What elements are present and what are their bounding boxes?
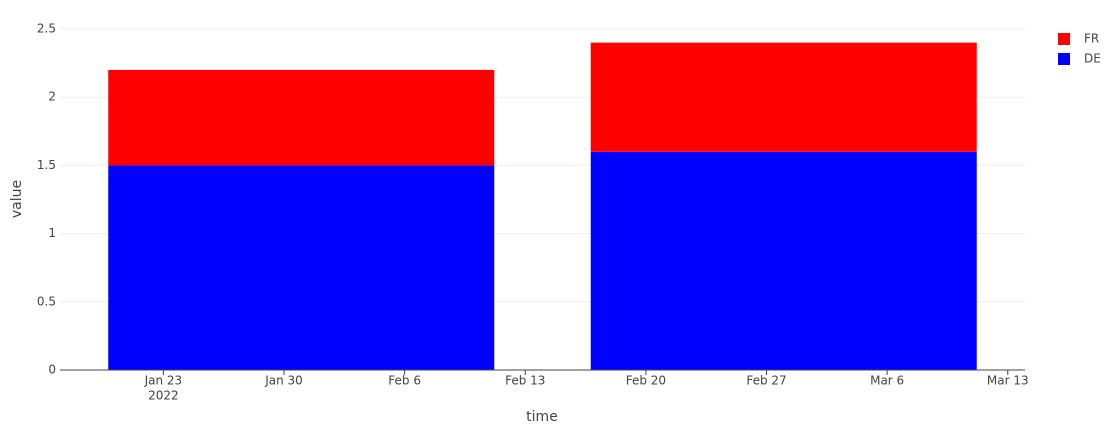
legend-label: FR [1084,32,1099,46]
y-tick-label: 2 [48,90,56,104]
x-tick-label: Jan 23 [144,374,183,388]
legend-swatch [1058,33,1070,45]
y-tick-label: 1.5 [37,158,56,172]
bar [590,151,977,370]
x-tick-label: Feb 20 [626,374,666,388]
bar [108,165,495,370]
x-tick-label: Mar 6 [870,374,904,388]
legend-label: DE [1084,52,1101,66]
x-tick-label: Feb 6 [388,374,421,388]
bar [590,42,977,152]
legend-swatch [1058,53,1070,65]
y-axis-title: value [9,180,25,218]
x-tick-label: Mar 13 [987,374,1029,388]
bar [108,69,495,166]
x-tick-label: Feb 13 [505,374,545,388]
x-tick-label: Jan 30 [264,374,303,388]
y-tick-label: 0.5 [37,294,56,308]
x-tick-year: 2022 [148,389,179,403]
x-axis-title: time [526,409,558,425]
x-tick-label: Feb 27 [746,374,786,388]
y-tick-label: 2.5 [37,22,56,36]
y-tick-label: 1 [48,226,56,240]
y-tick-label: 0 [48,363,56,377]
